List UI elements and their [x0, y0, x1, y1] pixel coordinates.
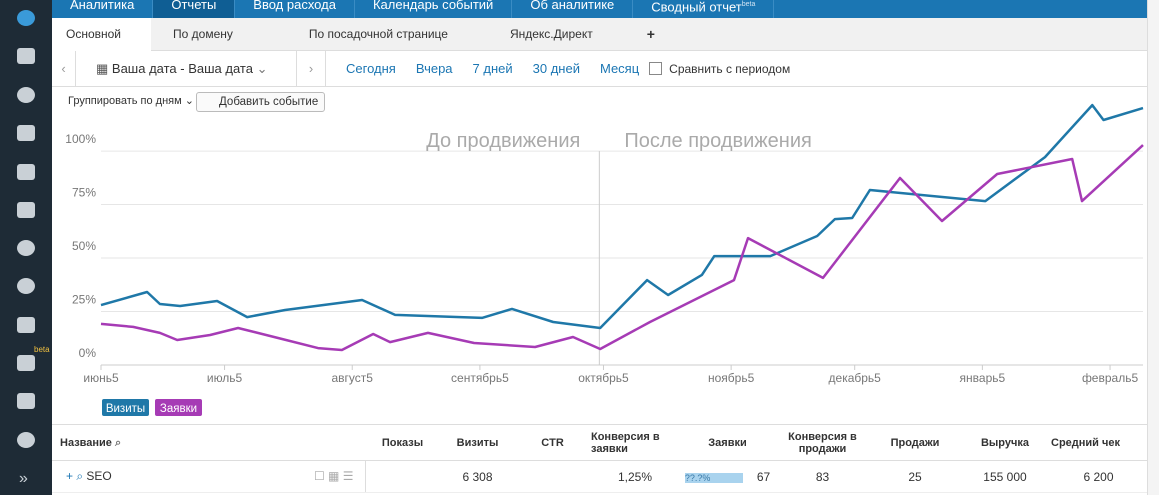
icon[interactable]: [17, 202, 35, 218]
sub-tab[interactable]: По домену: [173, 27, 233, 41]
beta-badge: beta: [34, 345, 50, 354]
column-header[interactable]: Конверсия в заявки: [590, 424, 680, 461]
prev-button[interactable]: ‹: [52, 50, 76, 87]
x-tick-label: февраль5: [1082, 371, 1139, 385]
date-picker[interactable]: ▦ Ваша дата - Ваша дата ⌄: [96, 60, 268, 76]
nav-tab[interactable]: Календарь событий: [355, 0, 513, 18]
period-link[interactable]: 7 дней: [472, 61, 513, 76]
next-button[interactable]: ›: [296, 50, 326, 87]
scrollbar[interactable]: [1147, 0, 1159, 495]
add-event-button[interactable]: Добавить событие: [196, 92, 326, 112]
cell: 83: [775, 460, 870, 493]
nav-tab[interactable]: Об аналитике: [512, 0, 634, 18]
cell: 25: [870, 460, 960, 493]
icon[interactable]: [17, 10, 35, 26]
date-label: Ваша дата - Ваша дата: [111, 60, 253, 76]
chart: 0% 25% 50% 75% 100% июнь5 июль5 август5 сентябрь…: [65, 103, 1144, 416]
cell: [515, 460, 590, 493]
icon[interactable]: [17, 355, 35, 371]
sub-tab[interactable]: Основной: [52, 17, 152, 51]
period-link[interactable]: Сегодня: [346, 61, 396, 76]
toolbar: ‹ ▦ Ваша дата - Ваша дата ⌄ › Сегодня Вч…: [52, 50, 1147, 87]
add-tab[interactable]: +: [646, 26, 655, 42]
icon[interactable]: [17, 432, 35, 448]
icon[interactable]: [17, 317, 35, 333]
column-header[interactable]: Название ⌕: [52, 424, 365, 461]
row-name[interactable]: SEO: [86, 469, 112, 483]
tab-label: Сводный отчет: [651, 0, 742, 15]
cell: 155 000: [960, 460, 1050, 493]
nav-tab[interactable]: Сводный отчетbeta: [633, 0, 775, 18]
header-label: Название: [60, 436, 112, 449]
icon[interactable]: [17, 125, 35, 141]
legend-label: Заявки: [160, 403, 197, 415]
icon[interactable]: [17, 393, 35, 409]
nav-tab[interactable]: Аналитика: [52, 0, 154, 18]
sub-tab[interactable]: По посадочной странице: [308, 27, 448, 41]
top-nav: Аналитика Отчеты Ввод расхода Календарь …: [52, 0, 1147, 18]
annotation: До продвижения: [426, 130, 580, 152]
icon[interactable]: [17, 164, 35, 180]
x-tick-label: июнь5: [83, 371, 119, 385]
data-row: + ⌕ SEO ☐ ▦ ☰ 6 308 1,25% ??.?% 67 83 25 1…: [52, 460, 1147, 493]
nav-tab[interactable]: Ввод расхода: [235, 0, 355, 18]
expand-icon[interactable]: »: [19, 470, 28, 487]
legend-item[interactable]: Заявки: [155, 399, 202, 416]
leads-bar: ??.?%: [684, 472, 743, 483]
x-tick-label: январь5: [960, 371, 1006, 385]
column-header[interactable]: Выручка: [960, 424, 1050, 461]
x-tick-label: август5: [331, 371, 373, 385]
leads-value: 67: [756, 469, 771, 484]
y-tick-label: 25%: [72, 293, 96, 307]
column-header[interactable]: Средний чек: [1050, 424, 1147, 461]
x-tick-label: декабрь5: [829, 371, 882, 385]
beta-badge: beta: [741, 1, 756, 8]
x-tick-label: ноябрь5: [708, 371, 755, 385]
x-tick-label: июль5: [207, 371, 243, 385]
column-header[interactable]: CTR: [515, 424, 590, 461]
y-tick-label: 0%: [79, 346, 97, 360]
name-cell: + ⌕ SEO ☐ ▦ ☰: [52, 460, 366, 493]
column-header[interactable]: Продажи: [870, 424, 960, 461]
y-tick-label: 50%: [72, 239, 96, 253]
sub-tabs: Основной По домену По посадочной страниц…: [52, 17, 1147, 51]
sidebar: beta »: [0, 0, 52, 495]
x-tick-label: сентябрь5: [451, 371, 509, 385]
y-tick-label: 100%: [65, 132, 96, 146]
cell: 6 308: [440, 460, 515, 493]
annotation: После продвижения: [624, 130, 812, 152]
cell: 1,25%: [590, 460, 680, 493]
sub-tab[interactable]: Яндекс.Директ: [509, 27, 593, 41]
period-link[interactable]: Вчера: [415, 61, 453, 76]
icon[interactable]: [17, 87, 35, 103]
compare-label: Сравнить с периодом: [669, 61, 791, 76]
legend-label: Визиты: [106, 403, 145, 415]
series-line: [100, 144, 1144, 352]
cell: 6 200: [1050, 460, 1147, 493]
cell: ??.?% 67: [680, 460, 775, 493]
x-tick-label: октябрь5: [578, 371, 629, 385]
header-row: Название ⌕ Показы Визиты CTR Конверсия в…: [52, 424, 1147, 461]
period-link[interactable]: 30 дней: [532, 61, 580, 76]
column-header[interactable]: Показы: [365, 424, 440, 461]
group-label: Группировать по дням: [68, 95, 182, 107]
column-header[interactable]: Визиты: [440, 424, 515, 461]
icon[interactable]: [17, 48, 35, 64]
series-line: [100, 103, 1144, 330]
icon[interactable]: [17, 240, 35, 256]
legend-item[interactable]: Визиты: [102, 399, 149, 416]
period-link[interactable]: Месяц: [599, 61, 640, 76]
column-header[interactable]: Заявки: [680, 424, 775, 461]
nav-tab[interactable]: Отчеты: [153, 0, 236, 18]
checkbox[interactable]: [649, 62, 663, 75]
y-tick-label: 75%: [72, 186, 96, 200]
icon[interactable]: [17, 278, 35, 294]
data-table: Название ⌕ Показы Визиты CTR Конверсия в…: [52, 424, 1147, 493]
group-by[interactable]: Группировать по дням ⌄: [68, 95, 194, 107]
column-header[interactable]: Конверсия в продажи: [775, 424, 870, 461]
cell: [365, 460, 440, 493]
legend-swatch: [155, 399, 202, 416]
legend-swatch: [102, 399, 149, 416]
